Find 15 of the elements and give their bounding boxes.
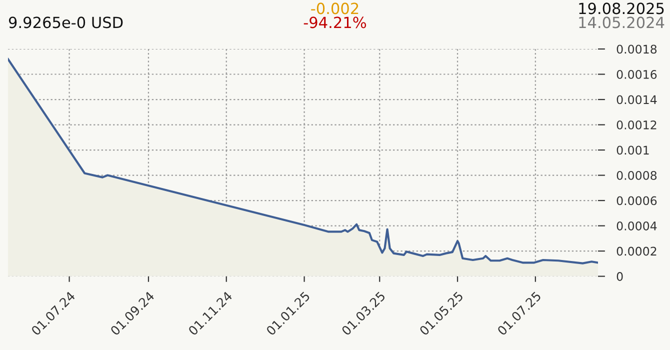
text: 19.08.2025 bbox=[579, 2, 664, 14]
text: -0.002 bbox=[311, 2, 358, 14]
y-tick-label: 0.001 bbox=[616, 146, 649, 155]
y-tick-label: 0.0004 bbox=[616, 222, 657, 230]
y-tick-label: 0 bbox=[616, 272, 623, 281]
text: 9.9265e-0 USD bbox=[8, 16, 123, 28]
y-tick-label: 0.0002 bbox=[616, 246, 656, 256]
y-tick-label: 0.0016 bbox=[616, 70, 657, 79]
text: 14.05.2024 bbox=[579, 16, 664, 28]
y-tick-label: 0.0008 bbox=[616, 171, 657, 180]
y-tick-label: 0.0006 bbox=[616, 196, 657, 206]
y-tick-label: 0.0012 bbox=[616, 120, 656, 130]
y-tick-label: 0.0018 bbox=[616, 44, 657, 54]
text: -94.21% bbox=[304, 16, 366, 28]
y-tick-label: 0.0014 bbox=[616, 95, 657, 104]
